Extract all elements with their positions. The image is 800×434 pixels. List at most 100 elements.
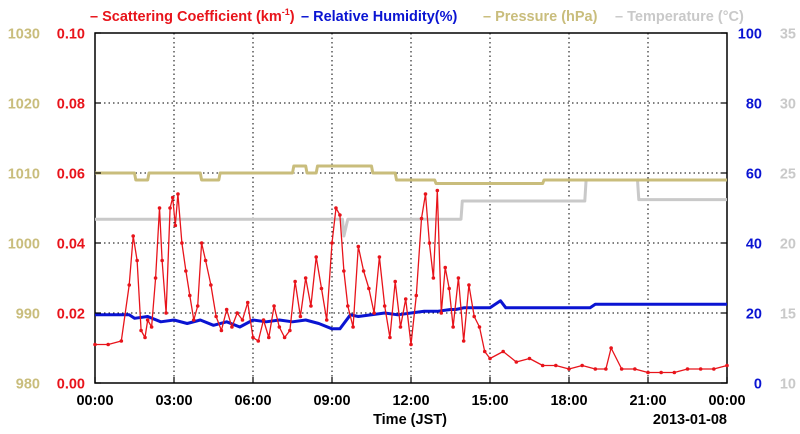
temperature-axis-tick-label: 20 <box>780 237 796 253</box>
legend: – Scattering Coefficient (km-1) – Relati… <box>90 7 744 25</box>
data-point-scattering <box>309 304 313 308</box>
data-point-scattering <box>567 367 571 371</box>
data-point-scattering <box>646 370 650 375</box>
data-point-scattering <box>398 325 403 329</box>
humidity-axis-tick-label: 0 <box>754 377 762 393</box>
data-point-scattering <box>135 258 139 263</box>
temperature-axis-tick-label: 35 <box>780 27 796 43</box>
data-point-scattering <box>377 255 382 259</box>
humidity-axis-tick-label: 100 <box>738 27 762 43</box>
data-point-scattering <box>604 367 608 371</box>
data-point-scattering <box>488 356 492 361</box>
data-point-scattering <box>372 311 376 315</box>
data-point-scattering <box>256 339 261 343</box>
data-point-scattering <box>245 300 250 305</box>
legend-pressure: – Pressure (hPa) <box>483 9 598 25</box>
data-point-scattering <box>367 286 371 291</box>
plot-area <box>94 32 728 384</box>
data-point-scattering <box>443 265 448 270</box>
data-point-scattering <box>176 192 180 196</box>
x-tick-label: 18:00 <box>550 393 587 409</box>
data-point-scattering <box>180 241 184 245</box>
data-point-scattering <box>199 241 204 245</box>
data-point-scattering <box>219 328 224 333</box>
data-point-scattering <box>195 304 200 308</box>
temperature-axis-tick-label: 10 <box>780 377 796 393</box>
data-point-scattering <box>157 206 162 210</box>
data-point-scattering <box>188 293 192 298</box>
data-point-scattering <box>609 346 613 350</box>
humidity-axis-tick-label: 60 <box>746 167 762 183</box>
x-tick-label: 09:00 <box>313 393 350 409</box>
legend-humidity: – Relative Humidity(%) <box>301 9 457 25</box>
data-point-scattering <box>119 339 124 343</box>
data-point-scattering <box>659 370 663 375</box>
data-point-scattering <box>338 213 342 217</box>
data-point-scattering <box>319 286 324 291</box>
pressure-axis-tick-label: 1010 <box>8 167 40 183</box>
data-point-scattering <box>251 335 255 340</box>
data-point-scattering <box>235 311 239 315</box>
data-point-scattering <box>427 241 432 245</box>
data-point-scattering <box>593 367 598 371</box>
legend-scattering: – Scattering Coefficient (km-1) <box>90 7 295 25</box>
data-point-scattering <box>106 342 110 347</box>
data-point-scattering <box>633 367 637 371</box>
x-tick-label: 12:00 <box>392 393 429 409</box>
pressure-axis-tick-label: 1030 <box>8 27 40 43</box>
humidity-axis-tick-label: 80 <box>746 97 762 113</box>
temperature-axis-tick-label: 25 <box>780 167 796 183</box>
data-point-scattering <box>131 234 135 238</box>
scattering-axis-tick-label: 0.00 <box>57 377 85 393</box>
data-point-scattering <box>431 276 436 280</box>
data-point-scattering <box>127 283 132 287</box>
humidity-axis-tick-label: 40 <box>746 237 762 253</box>
data-point-scattering <box>149 325 154 329</box>
data-point-scattering <box>277 325 282 329</box>
data-point-scattering <box>527 356 532 361</box>
data-point-scattering <box>501 349 505 354</box>
data-point-scattering <box>414 293 419 298</box>
temperature-axis-tick-label: 30 <box>780 97 796 113</box>
data-point-scattering <box>173 223 178 228</box>
data-point-scattering <box>712 367 716 371</box>
data-point-scattering <box>267 335 271 340</box>
data-point-scattering <box>447 286 451 291</box>
data-point-scattering <box>261 318 266 322</box>
data-point-scattering <box>619 367 624 371</box>
data-point-scattering <box>439 311 444 315</box>
data-point-scattering <box>303 276 308 280</box>
series-line-temperature <box>95 178 727 238</box>
scattering-axis-tick-label: 0.02 <box>57 307 85 323</box>
data-point-scattering <box>393 279 398 284</box>
pressure-axis-tick-label: 1020 <box>8 97 40 113</box>
scattering-axis-tick-label: 0.06 <box>57 167 85 183</box>
x-tick-label: 03:00 <box>155 393 192 409</box>
series-layer <box>93 164 729 375</box>
data-point-scattering <box>184 269 188 273</box>
data-point-scattering <box>361 269 366 273</box>
data-point-scattering <box>467 283 471 287</box>
data-point-scattering <box>346 304 350 308</box>
data-point-scattering <box>139 328 143 333</box>
data-point-scattering <box>170 195 175 200</box>
data-point-scattering <box>435 188 440 193</box>
data-point-scattering <box>209 283 213 287</box>
x-tick-label: 06:00 <box>234 393 271 409</box>
series-line-humidity <box>95 299 727 331</box>
data-point-scattering <box>282 335 287 340</box>
data-point-scattering <box>164 311 168 315</box>
data-point-scattering <box>330 241 334 245</box>
data-point-scattering <box>388 335 392 340</box>
data-point-scattering <box>356 244 361 249</box>
data-point-scattering <box>93 342 97 347</box>
data-point-scattering <box>725 363 729 368</box>
data-point-scattering <box>334 206 338 210</box>
data-point-scattering <box>451 325 455 329</box>
data-point-scattering <box>168 206 172 210</box>
data-point-scattering <box>153 276 158 280</box>
temperature-axis-tick-label: 15 <box>780 307 796 323</box>
data-point-scattering <box>672 370 677 375</box>
legend-temperature: – Temperature (°C) <box>615 9 744 25</box>
